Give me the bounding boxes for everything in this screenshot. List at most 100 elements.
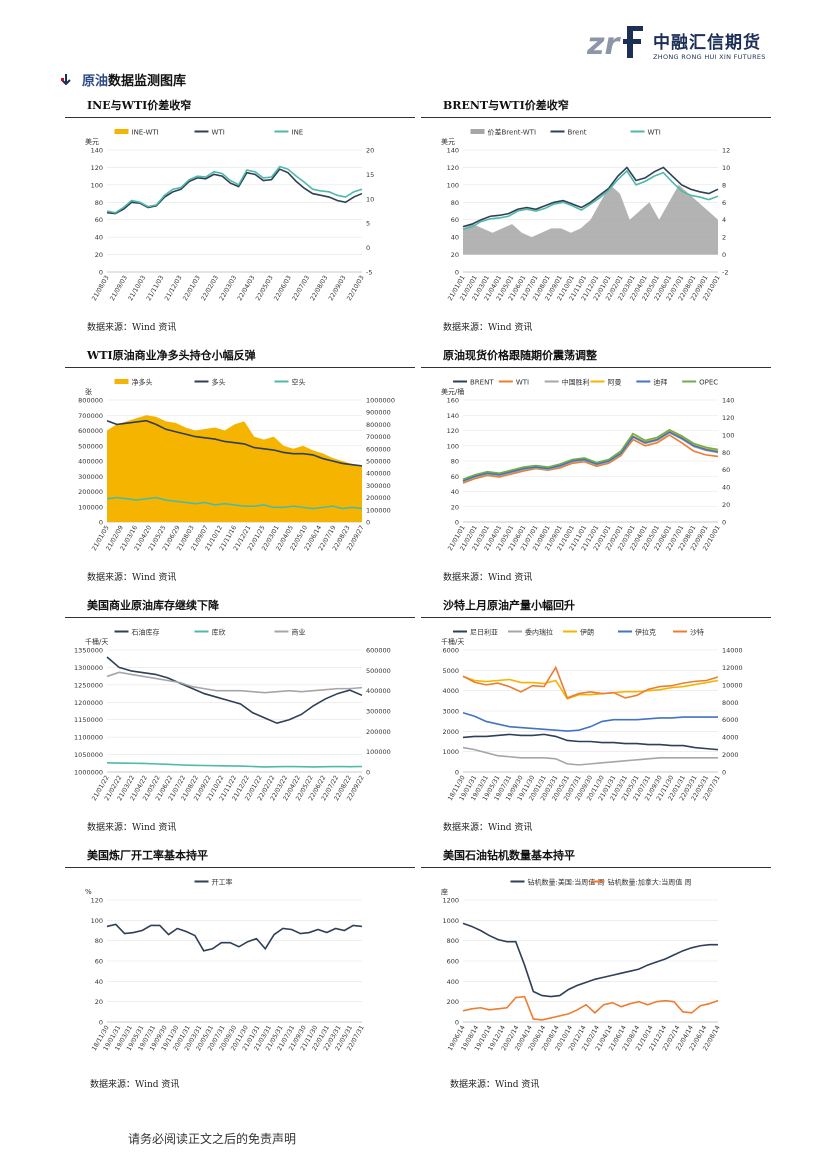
series-line xyxy=(106,168,363,215)
y2-tick-label: 0 xyxy=(722,251,726,259)
title-rule xyxy=(421,117,771,118)
y-tick-label: 60 xyxy=(451,216,459,224)
y-tick-label: 140 xyxy=(447,147,459,155)
y-tick-label: 5000 xyxy=(442,667,459,675)
y-tick-label: 200000 xyxy=(78,488,103,496)
y-tick-label: 0 xyxy=(455,769,459,777)
title-rule xyxy=(65,367,415,368)
y-tick-label: 140 xyxy=(91,147,103,155)
section-heading: 原油数据监测图库 xyxy=(60,70,186,89)
x-tick-label: 21/11/03 xyxy=(145,274,165,302)
y2-tick-label: 300000 xyxy=(366,708,391,716)
series-line xyxy=(462,922,718,998)
y2-tick-label: 10000 xyxy=(722,681,743,689)
legend-label: 石油库存 xyxy=(132,628,160,637)
y2-tick-label: -5 xyxy=(366,269,372,277)
chart: 石油库存 库欣 商业千桶/天1000000105000011000001150000… xyxy=(74,628,391,803)
y-tick-label: 600000 xyxy=(78,427,103,435)
source-note: 数据来源：Wind 资讯 xyxy=(443,323,533,333)
section-heading-rest: 数据监测图库 xyxy=(108,74,187,89)
source-note: 数据来源：Wind 资讯 xyxy=(87,323,177,333)
series-line xyxy=(462,746,718,766)
section-heading-highlight: 原油 xyxy=(82,74,109,89)
brand-logo-icon: zr xyxy=(587,26,643,62)
y-tick-label: 1000000 xyxy=(74,769,103,777)
series-line xyxy=(462,169,719,231)
y-tick-label: 120 xyxy=(447,427,459,435)
legend-label: WTI xyxy=(648,129,661,137)
y2-tick-label: 14000 xyxy=(722,647,743,655)
y-axis-label: 座 xyxy=(441,887,448,896)
legend-label: Brent xyxy=(568,129,587,137)
series-line xyxy=(106,762,363,768)
series-line xyxy=(106,419,363,467)
y2-tick-label: 800000 xyxy=(366,421,391,429)
series-line xyxy=(106,656,363,725)
legend-label: 钻机数量:美国:当周值 周 xyxy=(528,878,605,887)
y2-tick-label: 4000 xyxy=(722,734,739,742)
y-tick-label: 1200 xyxy=(442,897,459,905)
series-line xyxy=(106,923,363,952)
y-tick-label: 800 xyxy=(447,937,459,945)
svg-text:zr: zr xyxy=(587,27,621,62)
chart-title: 美国商业原油库存继续下降 xyxy=(87,599,219,612)
x-tick-label: 21/10/03 xyxy=(127,274,147,302)
y-tick-label: 120 xyxy=(91,897,103,905)
y-axis-label: % xyxy=(85,888,92,896)
source-note: 数据来源：Wind 资讯 xyxy=(87,573,177,583)
chart-title: 美国石油钻机数量基本持平 xyxy=(443,849,575,862)
y-tick-label: 600 xyxy=(447,958,459,966)
series-line xyxy=(462,995,719,1021)
y-tick-label: 1250000 xyxy=(74,681,103,689)
y-tick-label: 100000 xyxy=(78,503,103,511)
y-tick-label: 40 xyxy=(451,488,459,496)
series-line xyxy=(462,711,718,732)
y-tick-label: 20 xyxy=(95,998,103,1006)
y-tick-label: 0 xyxy=(455,269,459,277)
x-tick-label: 22/10/03 xyxy=(346,274,366,302)
y-tick-label: 40 xyxy=(451,234,459,242)
y2-tick-label: 600000 xyxy=(366,647,391,655)
title-rule xyxy=(421,617,771,618)
y2-tick-label: 400000 xyxy=(366,687,391,695)
y-tick-label: 1050000 xyxy=(74,751,103,759)
legend-label: INE-WTI xyxy=(132,129,159,137)
legend-label: 商业 xyxy=(292,628,306,637)
series-line xyxy=(462,675,719,700)
chart: 钻机数量:美国:当周值 周钻机数量:加拿大:当周值 周座 0 200 400 600 80… xyxy=(441,878,722,1053)
y-tick-label: 200 xyxy=(447,998,459,1006)
y2-tick-label: 40 xyxy=(722,484,730,492)
source-note: 数据来源：Wind 资讯 xyxy=(450,1080,540,1090)
y-tick-label: 1000 xyxy=(442,917,459,925)
x-tick-label: 22/07/03 xyxy=(291,274,311,302)
y-tick-label: 40 xyxy=(95,978,103,986)
y-tick-label: 120 xyxy=(447,164,459,172)
y2-tick-label: 12 xyxy=(722,147,730,155)
y-tick-label: 100 xyxy=(91,917,103,925)
y-tick-label: 300000 xyxy=(78,473,103,481)
series-line xyxy=(462,428,719,481)
y-tick-label: 1300000 xyxy=(74,664,103,672)
y2-tick-label: 700000 xyxy=(366,433,391,441)
chart-title: 原油现货价格跟随期价震荡调整 xyxy=(443,349,597,362)
brand-name-cn: 中融汇信期货 xyxy=(653,33,761,53)
legend-label: 空头 xyxy=(292,378,306,387)
y2-tick-label: 0 xyxy=(722,769,726,777)
y2-tick-label: -2 xyxy=(722,269,728,277)
title-rule xyxy=(421,367,771,368)
y2-tick-label: 120 xyxy=(722,414,734,422)
chart-title: WTI原油商业净多头持仓小幅反弹 xyxy=(87,349,256,362)
x-tick-label: 22/02/03 xyxy=(200,274,220,302)
legend-label: OPEC xyxy=(699,379,718,387)
y-tick-label: 500000 xyxy=(78,442,103,450)
series-line xyxy=(106,496,363,510)
y2-tick-label: 900000 xyxy=(366,409,391,417)
series-line xyxy=(462,431,719,482)
y-tick-label: 80 xyxy=(451,199,459,207)
y-axis-label: 美元 xyxy=(85,137,99,146)
brand-name-en: ZHONG RONG HUI XIN FUTURES xyxy=(653,53,766,61)
y-tick-label: 0 xyxy=(99,269,103,277)
y-tick-label: 1200000 xyxy=(74,699,103,707)
source-note: 数据来源：Wind 资讯 xyxy=(443,823,533,833)
